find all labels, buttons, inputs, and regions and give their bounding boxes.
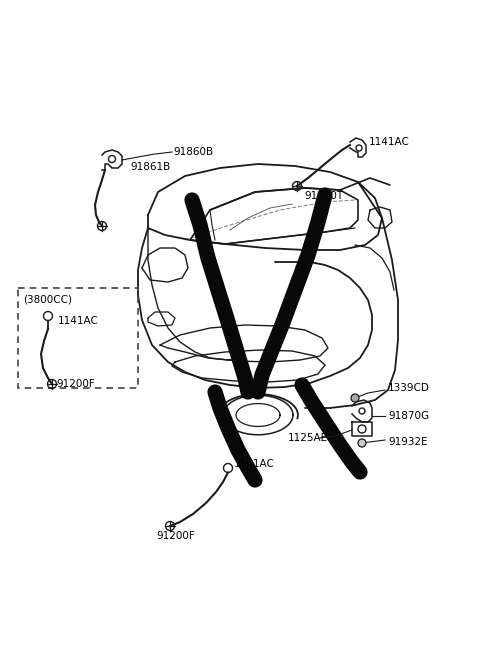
Text: 91861B: 91861B (130, 162, 170, 172)
Text: 1141AC: 1141AC (234, 459, 275, 469)
Text: 1125AE: 1125AE (288, 433, 328, 443)
Text: 91870G: 91870G (388, 411, 429, 421)
Text: 91932E: 91932E (388, 437, 428, 447)
Text: 1141AC: 1141AC (58, 316, 99, 326)
Text: 1141AC: 1141AC (369, 137, 410, 147)
Circle shape (351, 394, 359, 402)
Text: 1339CD: 1339CD (388, 383, 430, 393)
Text: 91200F: 91200F (56, 379, 95, 389)
Text: 91200F: 91200F (156, 531, 195, 541)
Text: (3800CC): (3800CC) (23, 294, 72, 304)
Text: 91860B: 91860B (173, 147, 213, 157)
Text: 91200T: 91200T (304, 191, 344, 201)
Circle shape (358, 439, 366, 447)
